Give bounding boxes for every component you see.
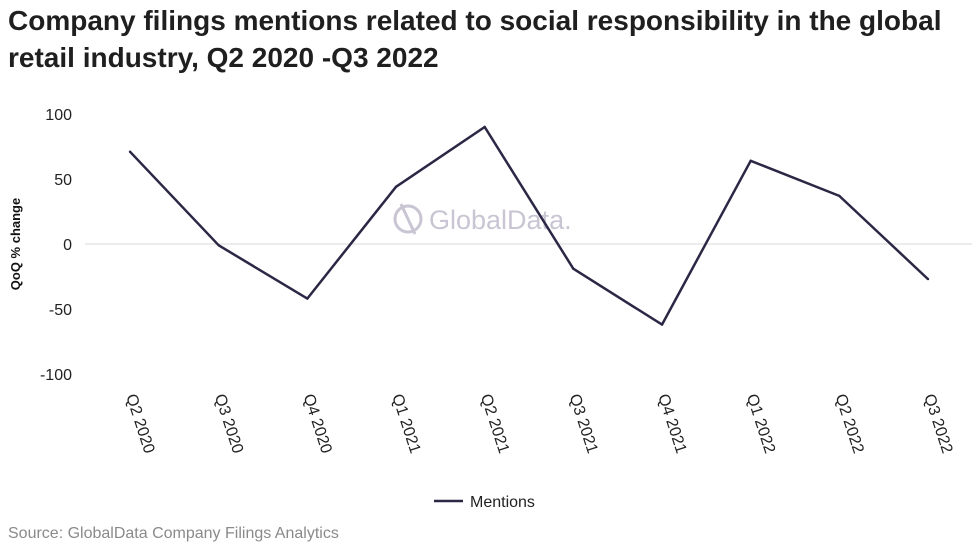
- y-tick-label: 100: [45, 107, 72, 124]
- chart-title: Company filings mentions related to soci…: [8, 5, 942, 73]
- watermark: GlobalData.: [393, 203, 572, 235]
- x-axis: Q2 2020 Q3 2020 Q4 2020 Q1 2021 Q2 2021 Q3 20…: [122, 392, 955, 456]
- x-tick-label: Q2 2020: [122, 392, 157, 456]
- series-line-mentions: [129, 125, 929, 326]
- data-point: [128, 150, 132, 153]
- data-point: [749, 159, 752, 162]
- legend: Mentions: [434, 494, 535, 511]
- y-axis: 100 50 0 -50 -100: [40, 107, 72, 384]
- y-axis-label: QoQ % change: [8, 198, 23, 290]
- data-point: [217, 244, 220, 247]
- x-tick-label: Q4 2020: [300, 392, 335, 456]
- data-point: [926, 277, 930, 281]
- globaldata-logo-icon: [393, 203, 423, 235]
- x-tick-label: Q4 2021: [654, 392, 689, 456]
- y-tick-label: 50: [54, 172, 72, 189]
- x-tick-label: Q3 2022: [920, 392, 955, 456]
- source-note: Source: GlobalData Company Filings Analy…: [8, 525, 339, 542]
- x-tick-label: Q2 2022: [832, 392, 867, 456]
- y-tick-label: -100: [40, 367, 72, 384]
- x-tick-label: Q3 2020: [211, 392, 246, 456]
- data-point: [572, 267, 575, 270]
- data-point: [660, 323, 664, 326]
- y-tick-label: -50: [49, 302, 72, 319]
- legend-label: Mentions: [470, 494, 535, 511]
- x-tick-label: Q3 2021: [566, 392, 601, 456]
- data-point: [838, 194, 841, 198]
- x-tick-label: Q1 2022: [743, 392, 778, 456]
- y-tick-label: 0: [63, 237, 72, 254]
- x-tick-label: Q1 2021: [388, 392, 423, 456]
- series-group: [128, 125, 930, 326]
- data-point: [306, 297, 309, 300]
- data-point: [394, 185, 398, 188]
- x-tick-label: Q2 2021: [477, 392, 512, 456]
- data-point: [483, 125, 486, 129]
